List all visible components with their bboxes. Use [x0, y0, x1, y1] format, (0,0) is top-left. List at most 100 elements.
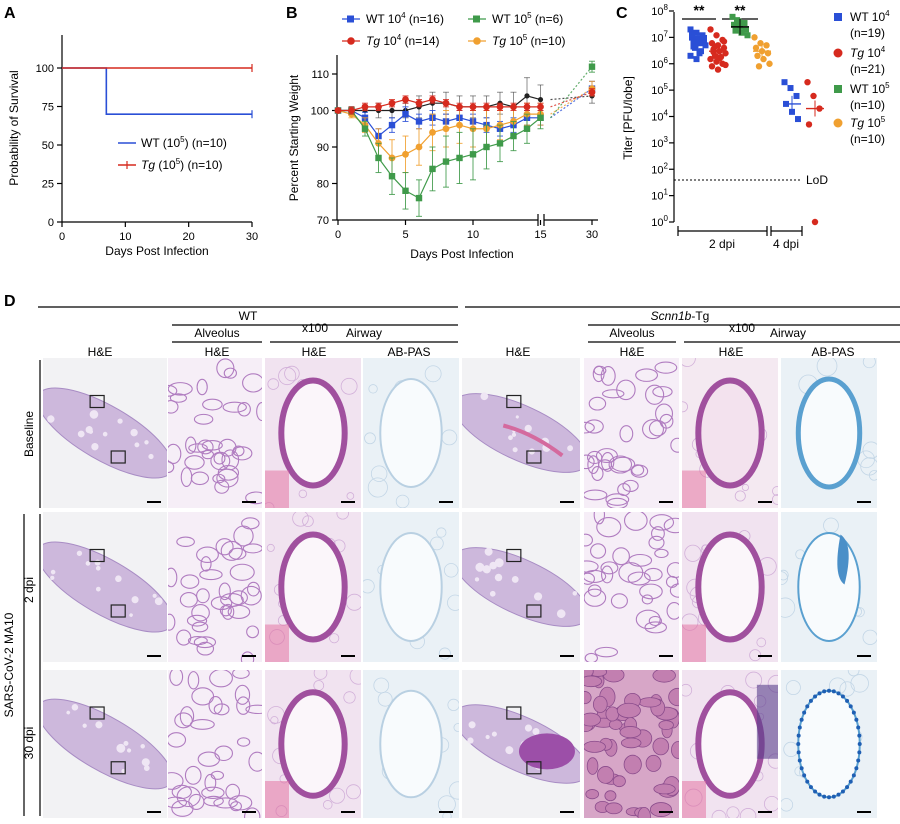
titer-point [766, 60, 773, 67]
weight-gap-line [550, 91, 593, 108]
weight-xlabel: Days Post Infection [410, 247, 513, 261]
header-tg-airway: Airway [770, 326, 806, 340]
x-tick-label: 30 [586, 229, 598, 241]
titer-legend-wt-1e4-n: (n=19) [850, 26, 885, 40]
x-tick-label: 0 [59, 231, 65, 243]
titer-point [795, 116, 801, 123]
col-he-airway-tg: H&E [719, 345, 744, 359]
histology-30dpi-wt-alv [168, 670, 262, 818]
significance-stars-1e4: ** [694, 2, 705, 18]
weight-point [334, 107, 342, 114]
airway-lumen [695, 531, 765, 643]
inset-box [526, 761, 542, 775]
histology-2dpi-tg-pas [781, 512, 877, 662]
titer-point [738, 29, 745, 36]
weight-line [338, 95, 541, 112]
x-tick-label: 5 [402, 229, 408, 241]
titer-legend-wt-1e4: WT 104 [850, 9, 890, 24]
histology-2dpi-tg-air [682, 512, 778, 662]
histology-2dpi-tg-alv [584, 512, 679, 662]
row-label-2dpi: 2 dpi [22, 577, 36, 603]
histology-baseline-wt-pas [363, 358, 459, 508]
survival-xlabel: Days Post Infection [105, 244, 208, 258]
weight-point [524, 93, 530, 99]
group-label-4dpi: 4 dpi [773, 237, 799, 251]
weight-point [415, 118, 423, 125]
titer-point [690, 43, 697, 50]
titer-point [744, 32, 751, 39]
inset-box [506, 394, 522, 409]
x-tick-label: 20 [183, 231, 195, 243]
panel-a: A 0 25 50 75 100 0 10 20 30 Probability of Survi… [0, 0, 280, 290]
col-abpas-wt: AB-PAS [387, 345, 430, 359]
weight-point [537, 114, 544, 121]
titer-point [687, 26, 694, 33]
weight-point [361, 125, 369, 132]
histology-30dpi-wt-overview [43, 670, 167, 818]
y-tick-label: 110 [311, 69, 329, 81]
y-tick-label: 101 [651, 188, 668, 203]
significance-stars-1e5: ** [735, 2, 746, 18]
titer-point [714, 66, 722, 73]
titer-legend-wt-1e5: WT 105 [850, 81, 890, 96]
legend-label-wt: WT (105) (n=10) [141, 135, 227, 150]
titer-point [805, 121, 813, 128]
panel-c: C 100 101 102 103 104 105 106 107 108 Titer [PFU… [612, 0, 900, 290]
airway-lumen [278, 377, 348, 489]
y-tick-label: 103 [651, 135, 668, 150]
survival-chart: A 0 25 50 75 100 0 10 20 30 Probability of Survi… [4, 5, 258, 258]
legend-tg-1e4: Tg 104 (n=14) [366, 33, 440, 48]
histology-30dpi-tg-alv [584, 670, 679, 818]
col-he-airway-wt: H&E [302, 345, 327, 359]
weight-point [388, 99, 396, 107]
y-tick-label: 50 [42, 140, 54, 152]
header-wt-alveolus: Alveolus [194, 326, 239, 340]
weight-point [456, 121, 463, 129]
weight-point [510, 132, 517, 140]
x-tick-label: 30 [246, 231, 258, 243]
panel-letter-b: B [286, 5, 298, 22]
row-labels: Baseline 2 dpi 30 dpi SARS-CoV-2 MA10 [2, 360, 41, 816]
weight-point [402, 187, 409, 194]
histology-baseline-tg-pas [781, 358, 877, 508]
titer-point [701, 34, 707, 41]
histology-baseline-tg-alv [584, 358, 679, 508]
x-tick-label: 0 [335, 229, 341, 241]
airway-lumen [379, 532, 443, 642]
titer-point [687, 52, 694, 59]
col-abpas-tg: AB-PAS [811, 345, 854, 359]
titer-legend-tg-1e4-n: (n=21) [850, 62, 885, 76]
histology-baseline-wt-air [265, 358, 361, 508]
weight-chart: B 70 80 90 100 110 0 5 10 15 30 Percent Starting … [286, 5, 598, 261]
header-tg: Scnn1b-Tg [651, 309, 710, 323]
weight-point [388, 121, 396, 129]
titer-point [720, 44, 728, 52]
weight-point [588, 88, 596, 96]
x-tick-label: 10 [467, 229, 479, 241]
titer-point [696, 50, 703, 57]
titer-point [741, 20, 748, 27]
weight-point [442, 158, 450, 165]
titer-point [781, 79, 788, 86]
header-tg-x100: x100 [729, 321, 755, 335]
weight-point [496, 103, 504, 111]
weight-point [456, 154, 463, 162]
y-tick-label: 25 [42, 179, 54, 191]
legend-label-tg: Tg (105) (n=10) [141, 157, 223, 172]
panel-d: D WT Scnn1b-Tg x100 x100 Alveolus Airway… [0, 290, 900, 824]
col-he-overview-tg: H&E [506, 345, 531, 359]
titer-point [732, 27, 739, 34]
weight-gap-line [550, 88, 593, 115]
panel-letter-c: C [616, 5, 628, 22]
inset-box [110, 761, 126, 775]
x-tick-label: 10 [119, 231, 131, 243]
inset-box [89, 548, 105, 563]
titer-point [693, 29, 700, 36]
titer-point [734, 17, 740, 24]
col-he-alveolus-wt: H&E [205, 345, 230, 359]
titer-legend-wt-1e5-n: (n=10) [850, 98, 885, 112]
legend-wt-1e5: WT 105 (n=6) [492, 11, 563, 26]
inset-box [526, 604, 542, 618]
lung-lobe [43, 541, 167, 633]
y-tick-label: 100 [311, 106, 329, 118]
